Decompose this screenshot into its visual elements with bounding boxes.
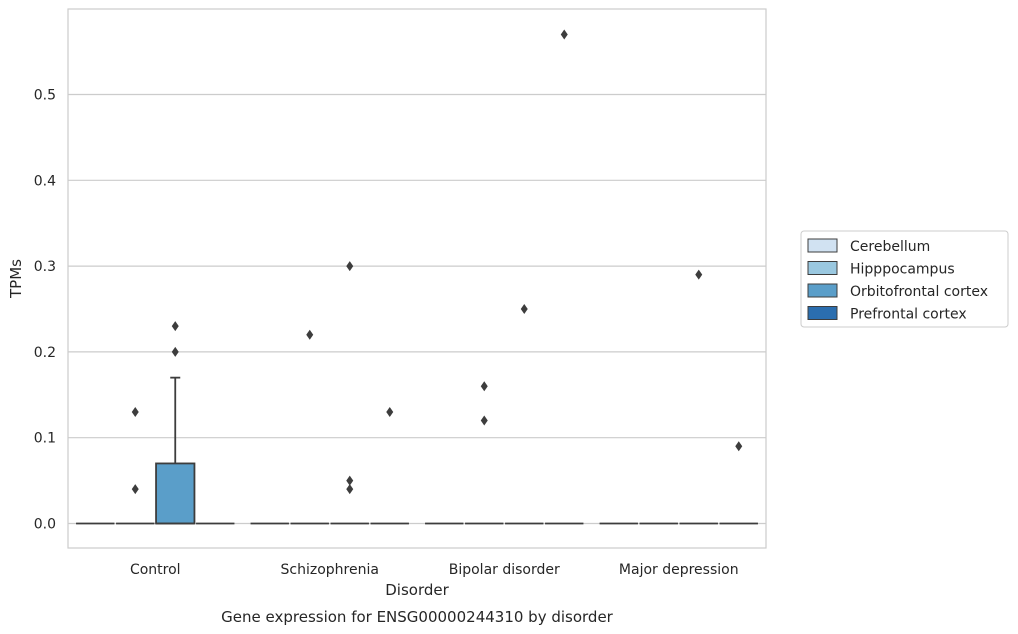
outlier-point: [735, 441, 743, 452]
box: [155, 462, 196, 525]
y-axis-title: TPMs: [7, 259, 25, 299]
y-tick-label: 0.3: [34, 259, 56, 275]
outlier-point: [306, 329, 314, 340]
outlier-point: [171, 346, 179, 357]
legend-swatch: [807, 283, 838, 298]
box-group: [679, 269, 718, 525]
legend: Cerebellum Hipppocampus Orbitofrontal cort…: [800, 230, 1009, 328]
figure-caption: Gene expression for ENSG00000244310 by d…: [221, 608, 614, 626]
x-tick-label: Bipolar disorder: [449, 562, 560, 578]
box-group: [465, 381, 504, 525]
gridlines: [68, 93, 766, 525]
box-group: [330, 261, 369, 525]
outlier-point: [131, 406, 139, 417]
legend-swatch: [807, 261, 838, 275]
box-group: [290, 329, 329, 525]
x-tick-label: Control: [130, 562, 181, 578]
box-series: [76, 29, 758, 525]
legend-entry-label: Prefrontal cortex: [850, 307, 967, 323]
outlier-point: [695, 269, 703, 280]
x-tick-label: Major depression: [619, 562, 739, 578]
box-group: [116, 406, 155, 525]
outlier-point: [131, 484, 139, 495]
legend-swatch: [807, 306, 838, 320]
y-tick-label: 0.5: [34, 88, 56, 104]
x-tick-label: Schizophrenia: [281, 562, 379, 578]
outlier-point: [346, 475, 354, 486]
outlier-point: [171, 321, 179, 332]
box-group: [155, 321, 196, 525]
box-group: [370, 406, 409, 525]
outlier-point: [386, 406, 394, 417]
legend-frame: [800, 230, 1009, 328]
outlier-point: [560, 29, 568, 40]
legend-entry-label: Cerebellum: [850, 239, 930, 255]
y-tick-label: 0.4: [34, 173, 56, 189]
legend-swatch: [807, 238, 838, 253]
box-group: [505, 304, 544, 525]
legend-entry-label: Orbitofrontal cortex: [850, 284, 988, 300]
outlier-point: [480, 415, 488, 426]
outlier-point: [480, 381, 488, 392]
outlier-point: [346, 484, 354, 495]
y-tick-label: 0.1: [34, 431, 56, 447]
y-tick-labels: 0.0 0.1 0.2 0.3 0.4 0.5: [34, 88, 56, 533]
x-axis-title: Disorder: [385, 581, 449, 599]
box-group: [545, 29, 584, 525]
outlier-point: [520, 304, 528, 314]
outlier-point: [346, 261, 354, 272]
plot-area-frame: [67, 8, 767, 549]
box-group: [719, 441, 758, 525]
y-tick-label: 0.0: [34, 517, 56, 533]
x-tick-labels: Control Schizophrenia Bipolar disorder Majo…: [130, 562, 739, 578]
legend-entry-label: Hipppocampus: [850, 262, 955, 278]
y-tick-label: 0.2: [34, 345, 56, 361]
